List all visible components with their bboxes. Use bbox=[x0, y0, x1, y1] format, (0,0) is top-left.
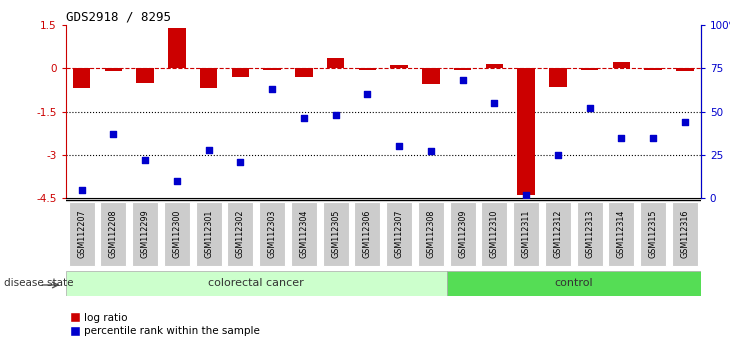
Text: GSM112208: GSM112208 bbox=[109, 209, 118, 258]
Text: GSM112312: GSM112312 bbox=[553, 209, 562, 258]
Bar bbox=[137, 68, 154, 82]
Point bbox=[393, 143, 405, 149]
Bar bbox=[391, 65, 408, 68]
FancyBboxPatch shape bbox=[227, 202, 253, 266]
Point bbox=[488, 100, 500, 106]
Legend: log ratio, percentile rank within the sample: log ratio, percentile rank within the sa… bbox=[71, 313, 261, 336]
Point bbox=[330, 112, 342, 118]
Bar bbox=[327, 58, 345, 68]
Point bbox=[266, 86, 278, 92]
Point bbox=[76, 187, 88, 193]
FancyBboxPatch shape bbox=[100, 202, 126, 266]
FancyBboxPatch shape bbox=[418, 202, 444, 266]
Bar bbox=[645, 68, 662, 70]
FancyBboxPatch shape bbox=[450, 202, 476, 266]
Bar bbox=[581, 68, 599, 70]
Bar bbox=[612, 62, 630, 68]
Point bbox=[520, 192, 532, 198]
Text: control: control bbox=[555, 278, 593, 288]
Point bbox=[234, 159, 246, 165]
Point bbox=[298, 116, 310, 121]
Text: GSM112302: GSM112302 bbox=[236, 209, 245, 258]
Text: GSM112315: GSM112315 bbox=[649, 209, 658, 258]
Bar bbox=[518, 68, 535, 195]
FancyBboxPatch shape bbox=[481, 202, 507, 266]
FancyBboxPatch shape bbox=[132, 202, 158, 266]
Bar bbox=[73, 68, 91, 88]
Point bbox=[139, 157, 151, 163]
Text: disease state: disease state bbox=[4, 278, 73, 288]
Point bbox=[457, 78, 469, 83]
Text: GSM112309: GSM112309 bbox=[458, 209, 467, 258]
Point bbox=[203, 147, 215, 153]
Text: GSM112316: GSM112316 bbox=[680, 210, 689, 258]
Bar bbox=[295, 68, 312, 77]
Text: GSM112310: GSM112310 bbox=[490, 210, 499, 258]
Text: GSM112304: GSM112304 bbox=[299, 210, 308, 258]
FancyBboxPatch shape bbox=[354, 202, 380, 266]
Point bbox=[584, 105, 596, 111]
FancyBboxPatch shape bbox=[640, 202, 666, 266]
Point bbox=[425, 149, 437, 154]
Text: colorectal cancer: colorectal cancer bbox=[208, 278, 304, 288]
Point bbox=[552, 152, 564, 158]
Bar bbox=[231, 68, 249, 77]
FancyBboxPatch shape bbox=[608, 202, 634, 266]
FancyBboxPatch shape bbox=[447, 271, 701, 296]
Text: GSM112306: GSM112306 bbox=[363, 210, 372, 258]
Bar bbox=[549, 68, 566, 87]
Text: GSM112308: GSM112308 bbox=[426, 210, 435, 258]
Text: GSM112314: GSM112314 bbox=[617, 210, 626, 258]
FancyBboxPatch shape bbox=[545, 202, 571, 266]
Bar bbox=[264, 68, 281, 70]
FancyBboxPatch shape bbox=[259, 202, 285, 266]
FancyBboxPatch shape bbox=[672, 202, 698, 266]
Point bbox=[171, 178, 182, 184]
Text: GSM112307: GSM112307 bbox=[395, 209, 404, 258]
Text: GSM112313: GSM112313 bbox=[585, 210, 594, 258]
FancyBboxPatch shape bbox=[386, 202, 412, 266]
Bar bbox=[422, 68, 439, 84]
FancyBboxPatch shape bbox=[323, 202, 349, 266]
Text: GDS2918 / 8295: GDS2918 / 8295 bbox=[66, 11, 171, 24]
Text: GSM112301: GSM112301 bbox=[204, 210, 213, 258]
Bar bbox=[200, 68, 218, 88]
Bar bbox=[676, 68, 694, 71]
Text: GSM112311: GSM112311 bbox=[522, 210, 531, 258]
Bar bbox=[104, 68, 122, 71]
Text: GSM112303: GSM112303 bbox=[268, 210, 277, 258]
Bar bbox=[485, 64, 503, 68]
FancyBboxPatch shape bbox=[513, 202, 539, 266]
Point bbox=[107, 131, 119, 137]
FancyBboxPatch shape bbox=[196, 202, 222, 266]
FancyBboxPatch shape bbox=[66, 271, 447, 296]
Bar bbox=[168, 28, 185, 68]
Text: GSM112300: GSM112300 bbox=[172, 210, 181, 258]
Text: GSM112305: GSM112305 bbox=[331, 209, 340, 258]
Point bbox=[615, 135, 627, 141]
FancyBboxPatch shape bbox=[291, 202, 317, 266]
Bar bbox=[454, 68, 472, 70]
FancyBboxPatch shape bbox=[164, 202, 190, 266]
Point bbox=[361, 91, 373, 97]
FancyBboxPatch shape bbox=[69, 202, 95, 266]
Bar bbox=[358, 68, 376, 70]
FancyBboxPatch shape bbox=[577, 202, 603, 266]
Point bbox=[679, 119, 691, 125]
Text: GSM112207: GSM112207 bbox=[77, 209, 86, 258]
Point bbox=[648, 135, 659, 141]
Text: GSM112299: GSM112299 bbox=[141, 209, 150, 258]
